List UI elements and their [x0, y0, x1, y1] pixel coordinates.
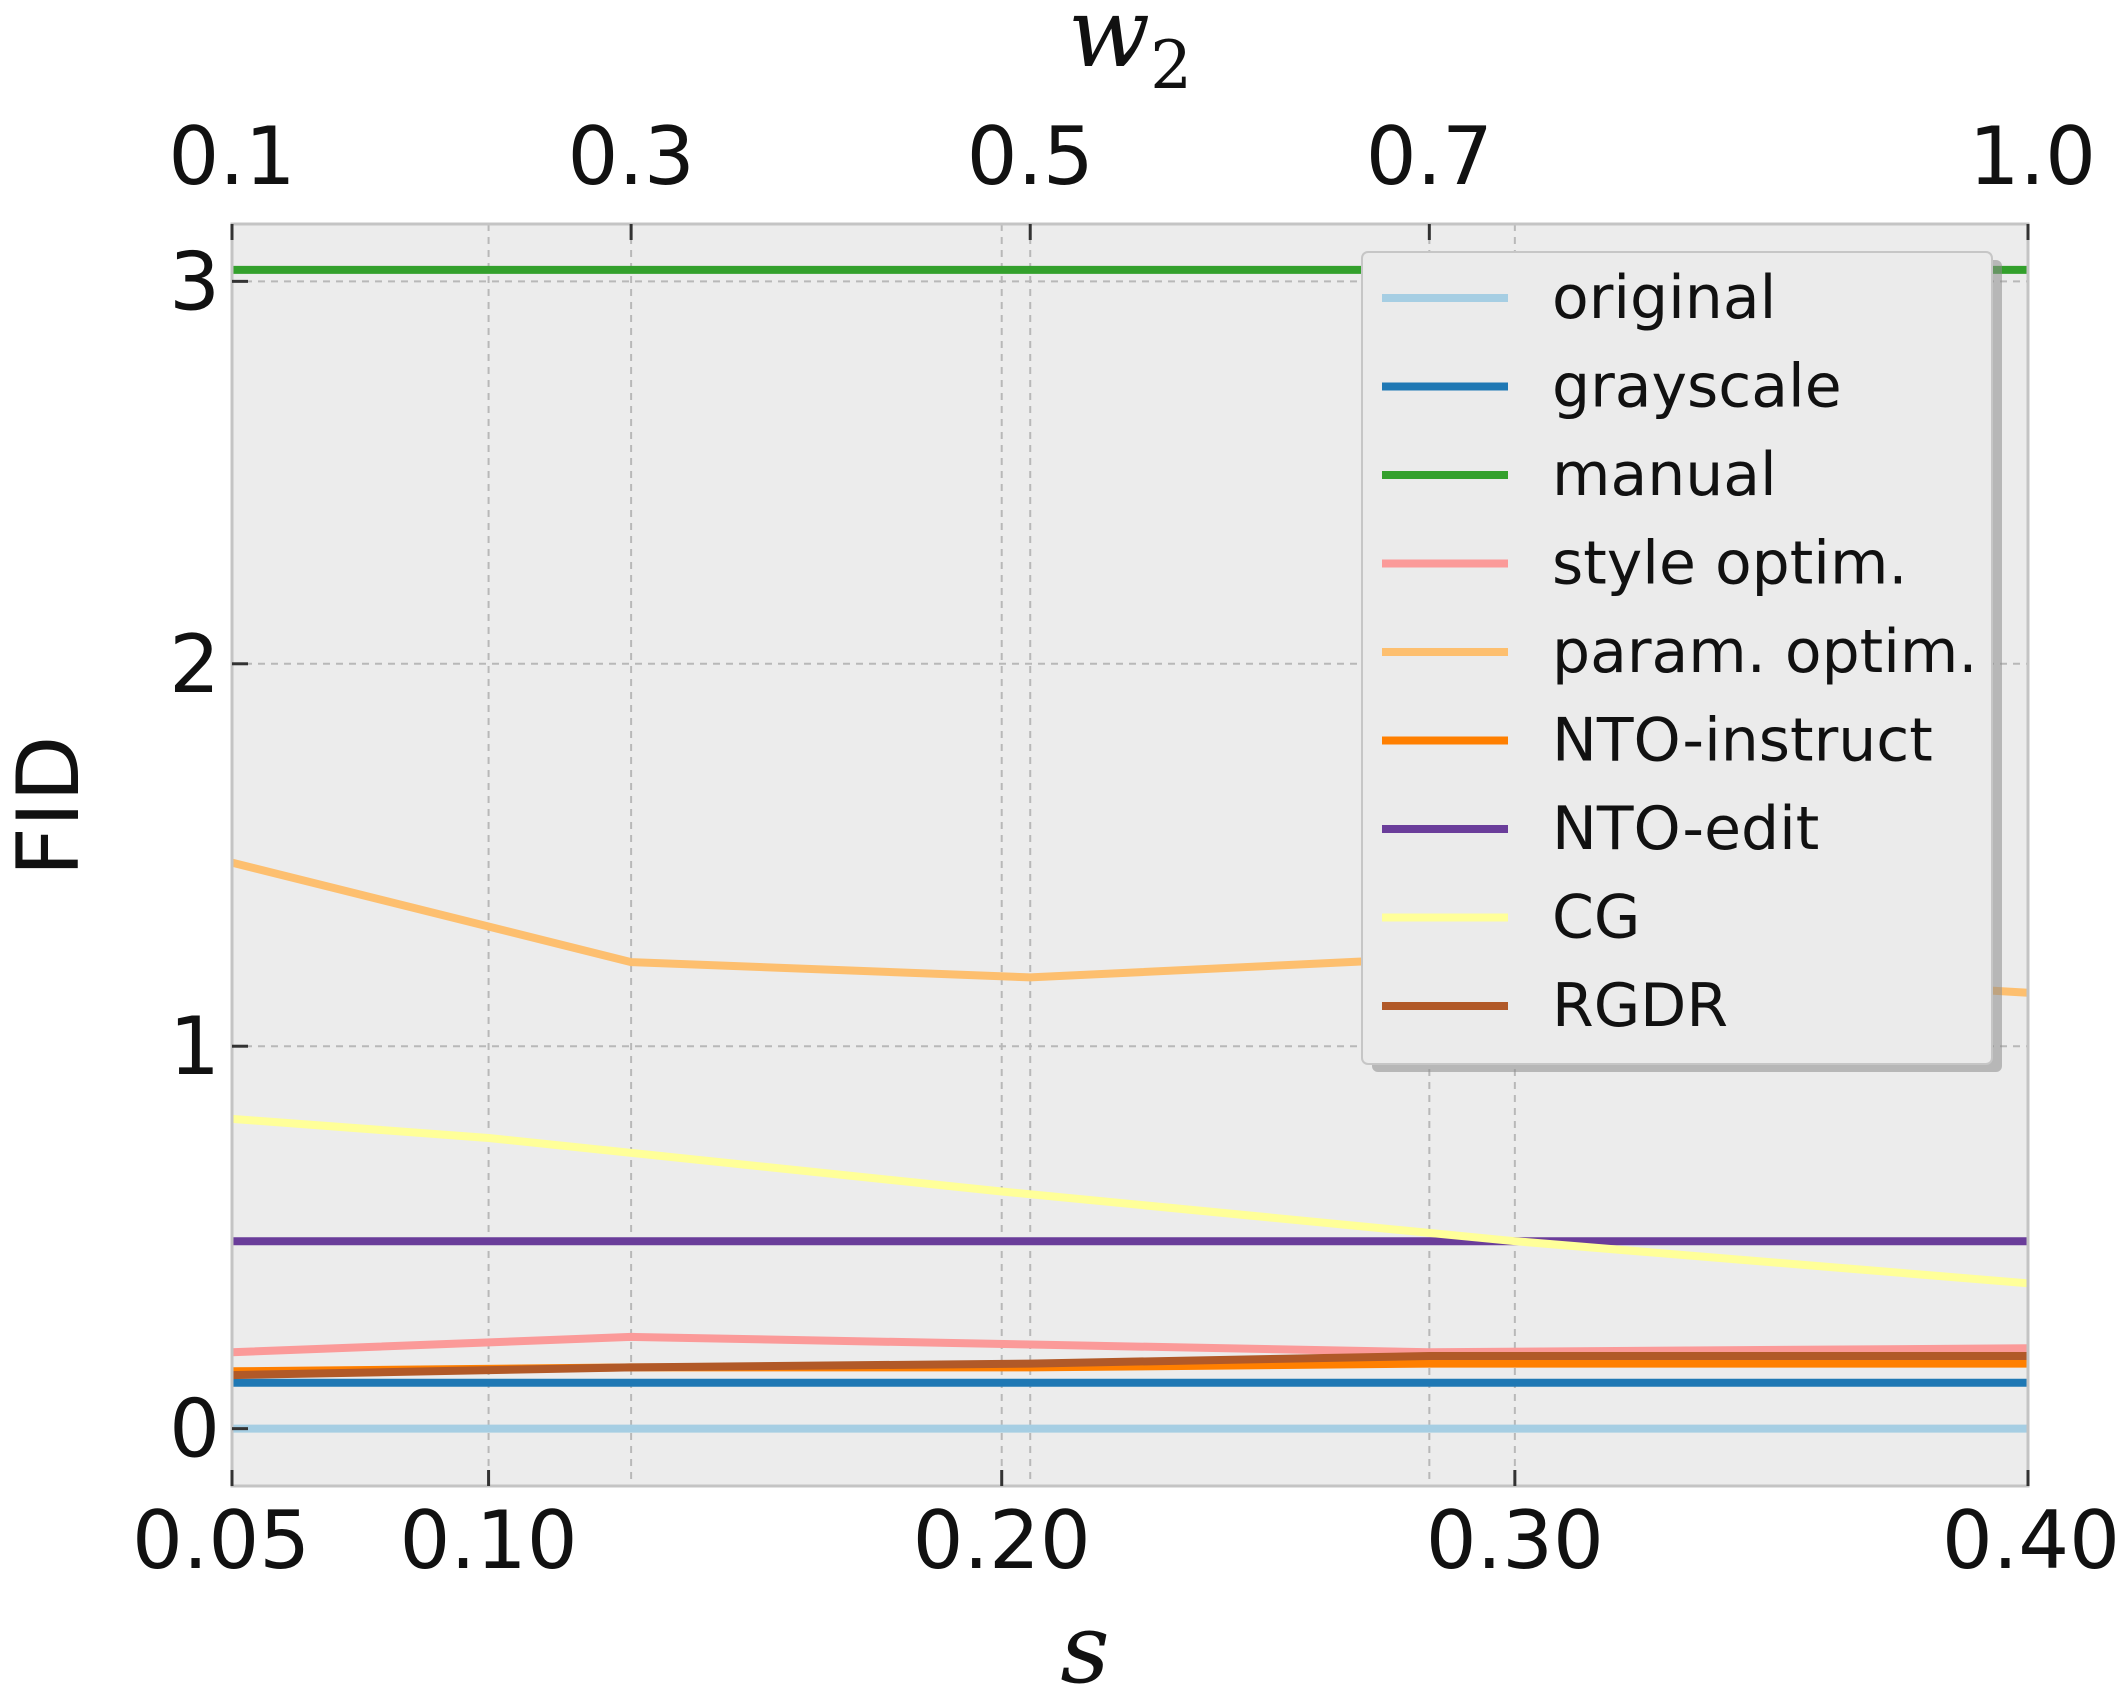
x-axis-top-title: w2: [1068, 0, 1192, 104]
legend-items: original grayscale manual style optim. param…: [1382, 263, 1977, 1041]
y-tick-label: 1: [169, 1000, 220, 1093]
x-bottom-tick-label: 0.40: [1942, 1494, 2120, 1587]
series-line-rgdr: [231, 1352, 2028, 1380]
y-tick-label: 2: [169, 618, 220, 711]
legend-label-param-optim: param. optim.: [1552, 617, 1977, 687]
legend: original grayscale manual style optim. param…: [1361, 251, 2002, 1072]
x-axis-top-title-subscript: 2: [1150, 27, 1192, 104]
x-axis-bottom-title: s: [1060, 1593, 1109, 1694]
tick-marks: [230, 224, 2030, 1486]
legend-label-original: original: [1552, 263, 1776, 333]
legend-box: [1361, 251, 1993, 1065]
y-axis-title: FID: [0, 735, 99, 876]
legend-label-rgdr: RGDR: [1552, 971, 1728, 1041]
x-top-tick-label: 0.7: [1366, 110, 1493, 203]
legend-label-cg: CG: [1552, 883, 1640, 953]
x-axis-top-title-main: w: [1068, 0, 1150, 89]
plot-frame: [230, 222, 2030, 1488]
legend-label-nto-instruct: NTO-instruct: [1552, 706, 1933, 776]
tick-labels: 0 1 2 3 0.05 0.10 0.20 0.30 0.40 0.1 0.3 0.5 0.7 1.0: [132, 110, 2120, 1587]
series-line-style-optim: [231, 1332, 2029, 1357]
legend-label-manual: manual: [1552, 440, 1777, 510]
legend-label-grayscale: grayscale: [1552, 352, 1842, 422]
legend-label-nto-edit: NTO-edit: [1552, 794, 1819, 864]
x-bottom-tick-label: 0.30: [1426, 1494, 1604, 1587]
y-tick-label: 3: [169, 235, 220, 328]
series-line-cg: [231, 1114, 2029, 1288]
x-bottom-tick-label: 0.10: [400, 1494, 578, 1587]
y-tick-label: 0: [169, 1383, 220, 1476]
legend-label-style-optim: style optim.: [1552, 529, 1907, 599]
x-top-tick-label: 0.3: [567, 110, 694, 203]
x-bottom-tick-label: 0.05: [132, 1494, 310, 1587]
x-bottom-tick-label: 0.20: [913, 1494, 1091, 1587]
x-top-tick-label: 0.1: [168, 110, 295, 203]
x-top-tick-label: 0.5: [967, 110, 1094, 203]
x-top-tick-label: 1.0: [1969, 110, 2096, 203]
